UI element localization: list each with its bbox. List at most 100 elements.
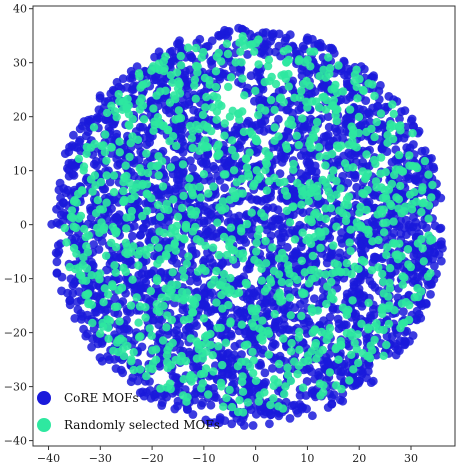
scatter-point xyxy=(411,245,421,255)
scatter-point xyxy=(266,275,275,284)
scatter-point xyxy=(414,126,424,136)
scatter-point xyxy=(332,222,341,231)
scatter-point xyxy=(354,358,363,368)
scatter-point xyxy=(345,238,354,247)
scatter-point xyxy=(426,290,435,299)
scatter-point xyxy=(176,357,185,366)
scatter-point xyxy=(282,206,291,216)
scatter-point xyxy=(353,330,362,339)
scatter-point xyxy=(107,101,116,111)
scatter-point xyxy=(112,338,122,347)
scatter-point xyxy=(323,282,332,291)
scatter-point xyxy=(325,233,335,243)
scatter-point xyxy=(370,91,379,101)
scatter-point xyxy=(321,131,331,141)
scatter-point xyxy=(55,178,65,188)
series-randomly-selected-mofs xyxy=(60,32,437,417)
scatter-point xyxy=(207,280,216,289)
scatter-point xyxy=(155,361,165,371)
scatter-point xyxy=(196,401,206,410)
scatter-point xyxy=(312,64,322,74)
scatter-point xyxy=(284,82,293,91)
scatter-point xyxy=(265,419,274,429)
scatter-point xyxy=(147,66,156,75)
scatter-point xyxy=(303,55,312,64)
scatter-point xyxy=(102,171,111,180)
scatter-point xyxy=(369,71,378,81)
scatter-point xyxy=(162,323,171,332)
scatter-point xyxy=(204,189,213,198)
scatter-point xyxy=(141,72,151,81)
scatter-point xyxy=(319,381,328,390)
scatter-point xyxy=(91,181,100,190)
scatter-point xyxy=(394,150,404,160)
scatter-point xyxy=(226,273,235,283)
scatter-point xyxy=(168,78,177,87)
scatter-point xyxy=(115,253,125,263)
scatter-point xyxy=(222,39,232,48)
scatter-point xyxy=(238,25,247,34)
scatter-point xyxy=(346,246,355,256)
scatter-point xyxy=(297,256,306,265)
scatter-point xyxy=(289,159,298,169)
scatter-point xyxy=(168,338,177,348)
scatter-point xyxy=(222,349,232,359)
scatter-point xyxy=(294,140,303,150)
scatter-point xyxy=(405,143,415,153)
scatter-point xyxy=(427,193,436,202)
scatter-point xyxy=(129,365,138,375)
scatter-point xyxy=(207,288,217,298)
scatter-point xyxy=(216,57,226,66)
scatter-point xyxy=(168,132,178,141)
scatter-point xyxy=(102,108,112,118)
scatter-point xyxy=(126,301,136,310)
scatter-point xyxy=(205,418,215,427)
scatter-point xyxy=(65,300,75,310)
scatter-point xyxy=(107,238,116,248)
scatter-point xyxy=(47,219,57,229)
scatter-point xyxy=(171,373,180,383)
scatter-point xyxy=(81,331,91,341)
scatter-point xyxy=(136,284,146,294)
scatter-point xyxy=(302,364,312,374)
scatter-point xyxy=(401,202,410,211)
scatter-point xyxy=(120,195,129,205)
scatter-point xyxy=(222,250,232,260)
scatter-point xyxy=(211,67,221,76)
scatter-point xyxy=(370,132,379,142)
scatter-point xyxy=(130,284,140,294)
scatter-point xyxy=(249,369,258,378)
scatter-point xyxy=(94,245,104,254)
scatter-point xyxy=(132,62,142,72)
scatter-point xyxy=(224,82,233,92)
scatter-point xyxy=(290,357,299,366)
scatter-point xyxy=(99,141,108,150)
scatter-point xyxy=(134,261,143,270)
y-tick-label: 40 xyxy=(13,3,27,16)
scatter-point xyxy=(382,250,391,260)
scatter-point xyxy=(228,255,238,264)
scatter-point xyxy=(188,163,198,173)
x-axis: −40 −30 −20 −10 0 10 20 30 xyxy=(37,446,418,465)
scatter-point xyxy=(250,96,259,106)
scatter-point xyxy=(117,283,127,292)
scatter-point xyxy=(364,79,373,88)
scatter-point xyxy=(255,172,265,181)
scatter-point xyxy=(384,92,394,101)
scatter-point xyxy=(261,106,270,115)
y-tick-label: −40 xyxy=(4,435,27,448)
scatter-point xyxy=(252,238,261,248)
scatter-point xyxy=(263,61,273,71)
scatter-point xyxy=(79,162,89,171)
scatter-point xyxy=(337,141,346,150)
scatter-point xyxy=(384,185,394,194)
scatter-point xyxy=(280,186,290,196)
scatter-point xyxy=(430,261,439,271)
scatter-point xyxy=(315,103,324,112)
scatter-point xyxy=(424,170,433,179)
scatter-point xyxy=(244,381,254,390)
scatter-point xyxy=(208,243,218,252)
scatter-point xyxy=(427,154,436,163)
scatter-point xyxy=(196,370,206,379)
